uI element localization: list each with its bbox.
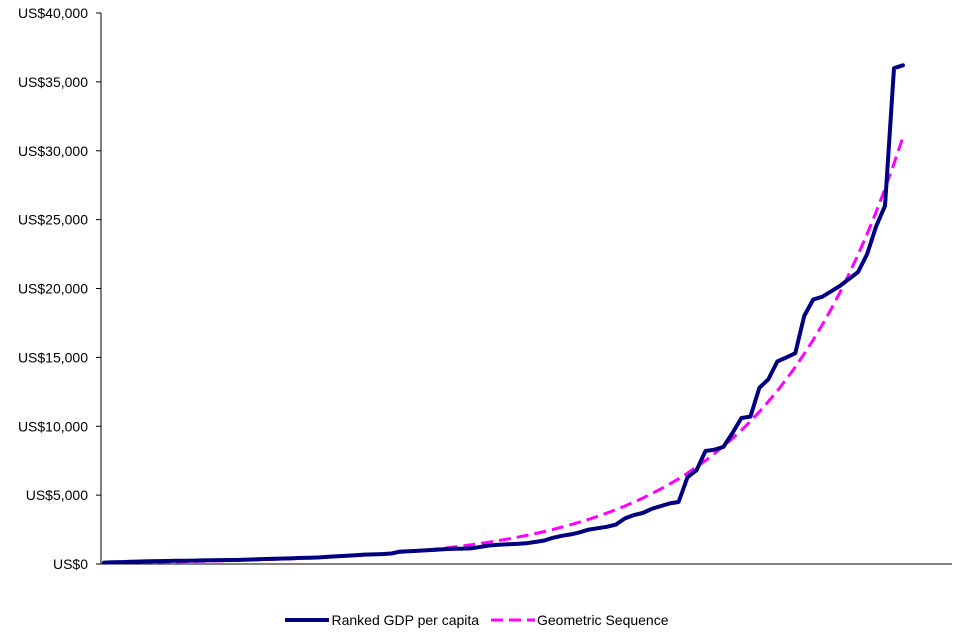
- series-line-ranked-gdp: [102, 63, 905, 565]
- legend-swatch-ranked-gdp: [285, 618, 330, 622]
- y-tick-label: US$25,000: [18, 212, 88, 228]
- y-tick-label: US$10,000: [18, 418, 88, 434]
- legend-item-geometric-sequence: Geometric Sequence: [490, 612, 669, 628]
- legend-swatch-geometric-sequence: [490, 618, 535, 622]
- y-tick-label: US$5,000: [26, 487, 88, 503]
- axes: [100, 13, 952, 565]
- y-tick-label: US$15,000: [18, 349, 88, 365]
- y-tick-label: US$40,000: [18, 5, 88, 21]
- series-line-geometric-sequence: [103, 136, 905, 565]
- legend-label-ranked-gdp: Ranked GDP per capita: [331, 612, 480, 628]
- legend: Ranked GDP per capita Geometric Sequence: [0, 612, 954, 628]
- y-tick-label: US$30,000: [18, 143, 88, 159]
- y-axis-ticks: US$0 US$5,000 US$10,000 US$15,000 US$20,000 U…: [18, 5, 101, 572]
- y-tick-label: US$20,000: [18, 281, 88, 297]
- y-tick-label: US$0: [53, 556, 88, 572]
- y-tick-label: US$35,000: [18, 74, 88, 90]
- series-layer: [102, 63, 905, 565]
- legend-label-geometric-sequence: Geometric Sequence: [536, 612, 669, 628]
- legend-item-ranked-gdp: Ranked GDP per capita: [285, 612, 479, 628]
